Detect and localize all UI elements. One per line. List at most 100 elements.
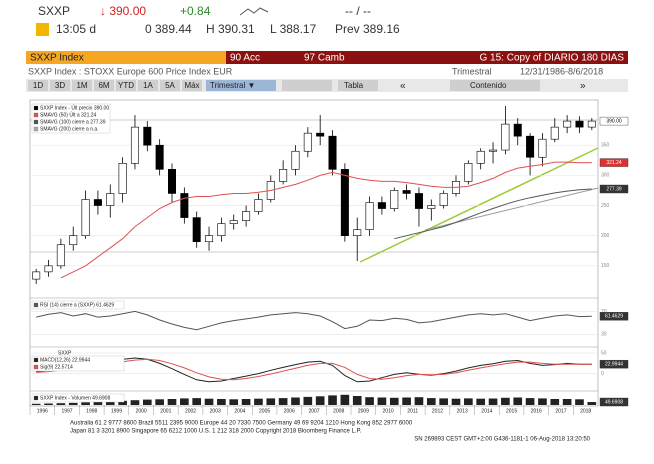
range-button-label[interactable]: 3D <box>55 81 65 90</box>
range-button-label[interactable]: 1M <box>76 81 87 90</box>
change-button[interactable] <box>300 51 380 64</box>
footer-line: Australia 61 2 9777 8600 Brazil 5511 239… <box>70 421 413 427</box>
range-button[interactable] <box>50 80 70 91</box>
range-button[interactable] <box>28 80 48 91</box>
range-button[interactable] <box>182 80 202 91</box>
content-label[interactable]: Contenido <box>470 81 507 90</box>
period-button[interactable] <box>206 80 276 91</box>
volume-bar <box>562 399 572 405</box>
candle-body <box>180 193 189 218</box>
candle-body <box>44 265 53 273</box>
series-line <box>36 310 592 331</box>
volume-bar <box>426 398 436 405</box>
series-line <box>60 161 592 279</box>
x-tick-label: 2015 <box>506 408 517 414</box>
candle-body <box>192 217 201 243</box>
range-button[interactable] <box>138 80 158 91</box>
candle-body <box>563 120 572 128</box>
forward-arrows[interactable]: » <box>580 81 586 92</box>
legend-label: SMAVG (200) cierre a n.a. <box>40 126 99 132</box>
change-label[interactable]: 97 Camb <box>304 53 345 64</box>
value-tag-label: 22.9944 <box>605 362 623 368</box>
legend-swatch <box>33 302 39 308</box>
range-button[interactable] <box>94 80 114 91</box>
legend-label: RSI (14) cierre a (SXXP) 61.4629 <box>40 302 114 308</box>
candle-body <box>254 199 263 212</box>
range: -- / -- <box>345 4 371 18</box>
x-tick-label: 2001 <box>160 408 171 414</box>
value-tag-label: 390.00 <box>606 118 622 124</box>
volume-bar <box>439 398 448 405</box>
candle-body <box>93 199 102 206</box>
volume-bar <box>291 397 300 405</box>
range-button-label[interactable]: YTD <box>118 81 134 90</box>
candle-body <box>575 120 584 128</box>
legend-label: MACD(12,26) 22.9944 <box>40 357 90 363</box>
range-button[interactable] <box>116 80 136 91</box>
value-tag <box>599 397 629 407</box>
period-button-label[interactable]: Trimestral ▼ <box>210 81 255 90</box>
page-bar <box>380 51 628 64</box>
dates: 12/31/1986-8/6/2018 <box>520 66 603 76</box>
volume-bar <box>278 398 288 405</box>
volume-bar <box>142 399 152 405</box>
actions-label[interactable]: 90 Acc <box>230 53 260 64</box>
candle-body <box>538 138 547 158</box>
range-button-label[interactable]: 6M <box>98 81 109 90</box>
y-tick-label: 300 <box>601 173 610 179</box>
value-tag-label: 49.6908 <box>605 399 623 405</box>
sparkline <box>239 7 269 16</box>
draw-tools[interactable] <box>282 80 332 91</box>
security-bar <box>26 51 226 64</box>
candle-body <box>56 244 65 267</box>
candle-body <box>118 163 127 194</box>
range-button-label[interactable]: 1D <box>33 81 43 90</box>
candle-body <box>476 150 485 164</box>
volume-bar <box>414 397 424 405</box>
volume-bar <box>105 401 115 405</box>
volume-bar <box>501 397 510 405</box>
x-tick-label: 2000 <box>136 408 147 414</box>
security[interactable]: SXXP Index <box>30 53 84 64</box>
volume-bar <box>587 402 597 405</box>
value-tag-label: 61.4629 <box>605 314 623 320</box>
y-tick-label: 150 <box>601 263 610 269</box>
range-button[interactable] <box>72 80 92 91</box>
range-button[interactable] <box>160 80 180 91</box>
x-tick-label: 2006 <box>284 408 295 414</box>
volume-bar <box>118 400 127 405</box>
table-button[interactable] <box>338 80 378 91</box>
volume-bar <box>93 401 103 405</box>
value-tag <box>599 312 629 321</box>
legend-swatch <box>33 112 39 118</box>
volume-bar <box>266 398 276 405</box>
volume-bar <box>513 397 523 405</box>
volume-bar <box>241 399 251 405</box>
table-label[interactable]: Tabla <box>344 81 364 90</box>
actions-button[interactable] <box>226 51 300 64</box>
back-arrows[interactable]: « <box>400 81 406 92</box>
range-button-label[interactable]: 1A <box>143 81 153 90</box>
candle-body <box>427 205 436 209</box>
candle-body <box>550 126 559 140</box>
price: ↓ 390.00 <box>100 4 146 18</box>
x-tick-label: 2002 <box>185 408 196 414</box>
candle-body <box>414 193 423 209</box>
x-tick-label: 2014 <box>481 408 492 414</box>
candle-body <box>217 223 226 236</box>
volume-bar <box>451 398 461 405</box>
x-tick-label: 2011 <box>407 408 418 414</box>
legend-swatch <box>33 126 39 132</box>
panel-title: SXXP <box>58 350 72 356</box>
candle-body <box>587 120 596 128</box>
content-button[interactable] <box>450 80 540 91</box>
volume-bar <box>155 399 164 405</box>
range-button-label[interactable]: Máx <box>184 81 199 90</box>
legend-label: SMAVG (50) Últ a 321.24 <box>40 111 97 118</box>
candle-body <box>229 220 238 224</box>
range-button-label[interactable]: 5A <box>165 81 175 90</box>
volume-bar <box>31 403 41 405</box>
candle-body <box>155 144 164 170</box>
volume-bar <box>575 399 584 405</box>
